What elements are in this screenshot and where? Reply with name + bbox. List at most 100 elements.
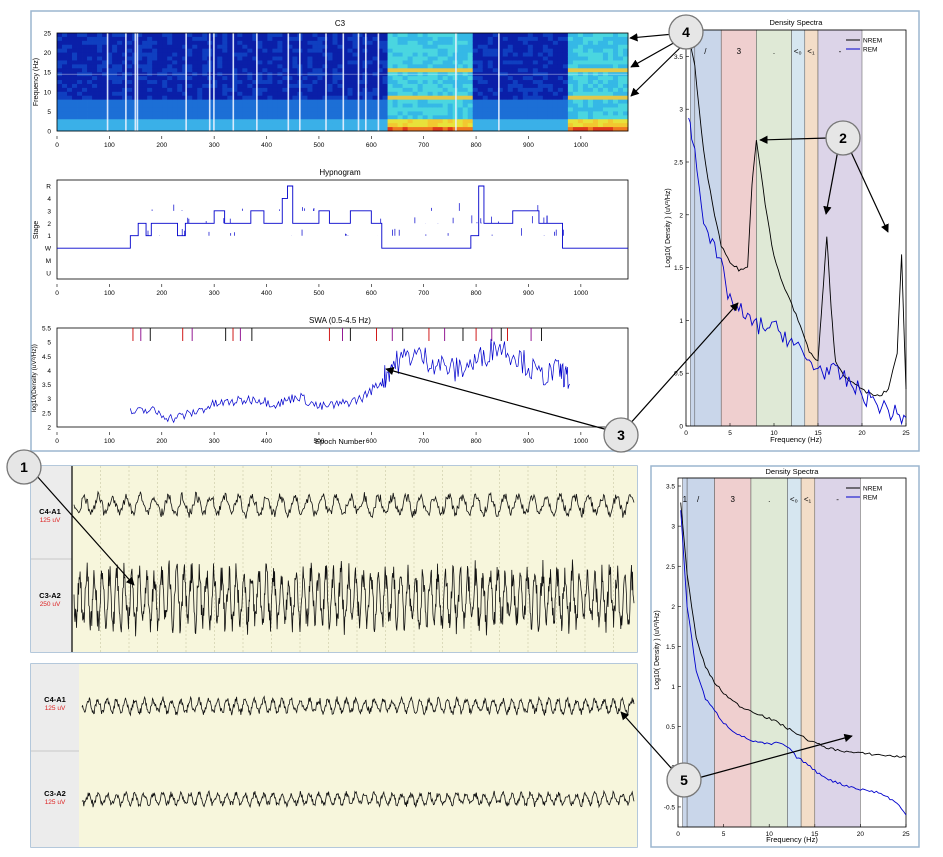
heatmap-cell	[532, 68, 539, 73]
heatmap-cell	[562, 91, 569, 97]
heatmap-cell	[517, 103, 524, 108]
heatmap-cell	[197, 56, 203, 61]
heatmap-cell	[522, 99, 529, 104]
heatmap-cell	[522, 68, 529, 73]
heatmap-cell	[407, 87, 414, 93]
heatmap-cell	[542, 107, 549, 112]
heatmap-cell	[312, 91, 318, 97]
heatmap-cell	[422, 36, 429, 42]
heatmap-cell	[292, 103, 298, 108]
heatmap-cell	[137, 48, 143, 53]
heatmap-cell	[502, 48, 509, 53]
heatmap-cell	[267, 95, 273, 101]
heatmap-cell	[412, 64, 419, 69]
heatmap-cell	[387, 99, 393, 104]
eeg-top-ch2-scale: 250 uV	[40, 601, 61, 608]
heatmap-cell	[622, 107, 629, 112]
heatmap-cell	[322, 87, 328, 93]
heatmap-cell	[457, 60, 464, 65]
heatmap-cell	[462, 111, 469, 116]
band-letter: 3	[730, 495, 735, 504]
heatmap-cell	[317, 64, 323, 69]
heatmap-cell	[382, 48, 388, 53]
heatmap-cell	[382, 44, 388, 50]
heatmap-cell	[172, 44, 178, 50]
heatmap-cell	[457, 52, 464, 57]
heatmap-cell	[367, 123, 373, 128]
heatmap-cell	[427, 48, 434, 53]
heatmap-cell	[307, 95, 313, 101]
heatmap-cell	[122, 83, 128, 89]
heatmap-cell	[482, 111, 489, 116]
heatmap-cell	[382, 36, 388, 42]
heatmap-cell	[367, 87, 373, 93]
heatmap-cell	[172, 107, 178, 112]
heatmap-cell	[92, 56, 98, 61]
heatmap-cell	[72, 87, 78, 93]
x-tick-label: 600	[366, 290, 377, 297]
heatmap-cell	[367, 68, 373, 73]
frequency-band	[817, 29, 863, 427]
heatmap-cell	[327, 119, 333, 124]
heatmap-cell	[82, 44, 88, 50]
heatmap-cell	[227, 52, 233, 57]
heatmap-cell	[212, 103, 218, 108]
heatmap-cell	[317, 103, 323, 108]
heatmap-cell	[322, 80, 328, 85]
heatmap-cell	[167, 83, 173, 89]
heatmap-cell	[277, 52, 283, 57]
heatmap-cell	[397, 48, 404, 53]
heatmap-cell	[197, 64, 203, 69]
heatmap-cell	[462, 64, 469, 69]
heatmap-cell	[252, 83, 258, 89]
heatmap-cell	[82, 83, 88, 89]
heatmap-cell	[182, 64, 188, 69]
heatmap-cell	[62, 56, 68, 61]
heatmap-cell	[357, 48, 363, 53]
heatmap-cell	[307, 48, 313, 53]
hypnogram-title: Hypnogram	[319, 168, 361, 177]
heatmap-cell	[312, 60, 318, 65]
heatmap-cell	[457, 107, 464, 112]
heatmap-cell	[352, 80, 358, 85]
heatmap-cell	[512, 107, 519, 112]
heatmap-cell	[107, 87, 113, 93]
heatmap-cell	[242, 119, 248, 124]
heatmap-cell	[112, 60, 118, 65]
heatmap-cell	[542, 91, 549, 97]
heatmap-cell	[422, 91, 429, 97]
heatmap-cell	[587, 40, 594, 46]
heatmap-cell	[92, 87, 98, 93]
heatmap-cell	[112, 111, 118, 116]
heatmap-cell	[237, 123, 243, 128]
heatmap-cell	[477, 80, 484, 85]
heatmap-cell	[247, 56, 253, 61]
heatmap-cell	[342, 115, 348, 120]
heatmap-cell	[97, 40, 103, 46]
x-tick-label: 20	[858, 430, 866, 437]
heatmap-cell	[437, 119, 444, 124]
heatmap-cell	[562, 99, 569, 104]
heatmap-cell	[592, 87, 599, 93]
heatmap-cell	[287, 60, 293, 65]
heatmap-cell	[467, 68, 474, 73]
heatmap-cell	[382, 40, 388, 46]
heatmap-cell	[622, 76, 629, 81]
band-letter: 3	[737, 47, 742, 56]
callout-2-label: 2	[839, 130, 847, 146]
heatmap-cell	[242, 83, 248, 89]
heatmap-cell	[217, 64, 223, 69]
artifact-stripe	[377, 33, 380, 131]
heatmap-cell	[322, 119, 328, 124]
heatmap-cell	[227, 115, 233, 120]
heatmap-cell	[557, 52, 564, 57]
heatmap-cell	[107, 80, 113, 85]
heatmap-cell	[102, 33, 108, 38]
heatmap-cell	[377, 103, 383, 108]
heatmap-cell	[127, 52, 133, 57]
heatmap-cell	[147, 36, 153, 42]
heatmap-cell	[157, 111, 163, 116]
heatmap-cell	[602, 48, 609, 53]
heatmap-cell	[402, 115, 409, 120]
heatmap-cell	[232, 36, 238, 42]
